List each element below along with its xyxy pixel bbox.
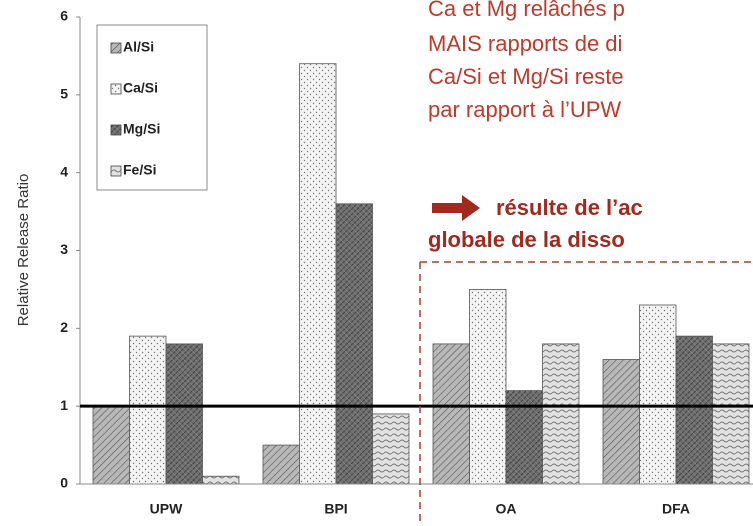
legend-swatch xyxy=(110,83,122,95)
legend-label: Mg/Si xyxy=(123,121,160,137)
bar xyxy=(639,304,677,485)
y-tick-label: 6 xyxy=(60,8,68,24)
y-axis-title: Relative Release Ratio xyxy=(15,174,32,327)
arrow-icon xyxy=(432,195,480,221)
annotation-text: Ca et Mg relâchés p MAIS rapports de di Ca… xyxy=(428,0,643,252)
bar xyxy=(129,335,167,485)
legend: Al/Si Ca/Si Mg/Si Fe/Si xyxy=(110,39,160,178)
annotation-line: résulte de l’ac xyxy=(496,195,643,220)
legend-label: Al/Si xyxy=(123,39,154,55)
highlight-box xyxy=(419,261,753,526)
bar xyxy=(432,343,470,485)
bar xyxy=(712,343,750,485)
bar xyxy=(92,405,130,485)
bar xyxy=(505,390,543,485)
annotation-line: MAIS rapports de di xyxy=(428,31,622,56)
bar xyxy=(372,413,410,485)
legend-swatch xyxy=(110,165,122,177)
y-tick-label: 2 xyxy=(60,319,68,335)
bar xyxy=(335,203,373,485)
bar xyxy=(469,289,507,485)
annotation-line: Ca/Si et Mg/Si reste xyxy=(428,64,624,89)
annotation-line: par rapport à l’UPW xyxy=(428,97,621,122)
bar xyxy=(165,343,203,485)
annotation-line: Ca et Mg relâchés p xyxy=(428,0,625,21)
legend-swatch xyxy=(110,124,122,136)
bar xyxy=(202,475,240,485)
legend-swatch xyxy=(110,42,122,54)
bar xyxy=(262,444,300,485)
bar xyxy=(299,63,337,485)
legend-label: Ca/Si xyxy=(123,80,158,96)
x-tick-label: DFA xyxy=(662,501,690,517)
x-tick-label: UPW xyxy=(150,501,183,517)
y-tick-label: 4 xyxy=(60,163,68,179)
legend-label: Fe/Si xyxy=(123,162,156,178)
plot-area xyxy=(76,16,753,485)
y-tick-label: 5 xyxy=(60,86,68,102)
annotation-line: globale de la disso xyxy=(428,227,625,252)
y-tick-label: 0 xyxy=(60,475,68,491)
bar xyxy=(675,335,713,485)
bar xyxy=(542,343,580,485)
y-tick-label: 3 xyxy=(60,241,68,257)
x-tick-label: BPI xyxy=(324,501,347,517)
bar xyxy=(602,359,640,485)
x-tick-label: OA xyxy=(496,501,517,517)
y-tick-label: 1 xyxy=(60,397,68,413)
